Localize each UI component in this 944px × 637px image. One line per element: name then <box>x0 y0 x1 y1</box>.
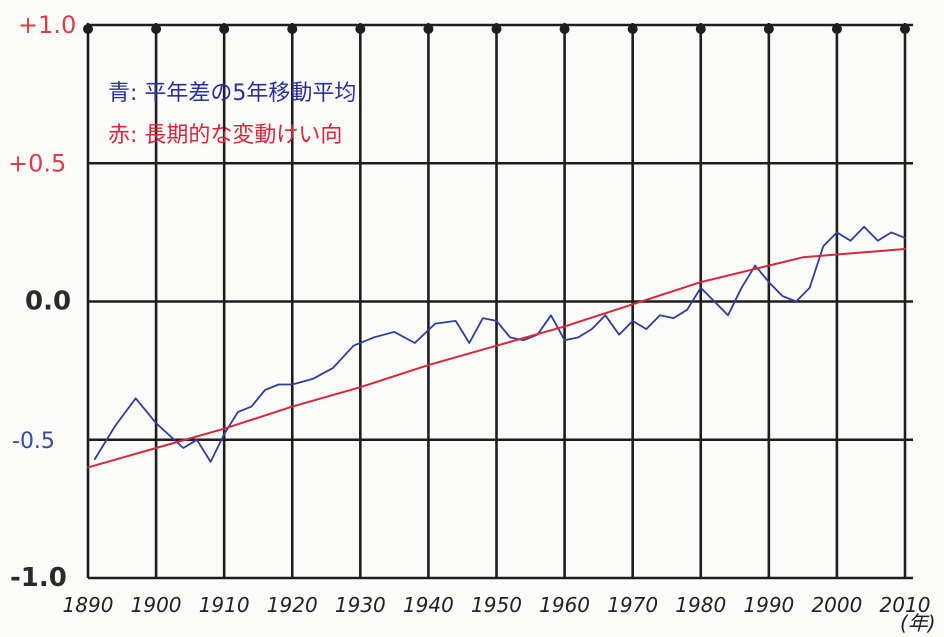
vgrid-dot <box>559 24 570 34</box>
vgrid-dot <box>355 24 366 34</box>
blue-moving-average-line <box>93 225 906 463</box>
vgrid-dot <box>423 24 434 34</box>
vgrid-dot <box>763 24 774 34</box>
x-tick-label: 1960 <box>539 593 590 617</box>
x-tick-label: 1900 <box>131 593 182 617</box>
x-tick-label: 1920 <box>267 593 318 617</box>
x-tick-label: 1940 <box>403 593 454 617</box>
x-tick-label: 2010 <box>880 593 931 617</box>
vgrid-dot <box>491 24 502 34</box>
legend-red-entry: 赤: 長期的な変動けい向 <box>108 123 342 148</box>
x-tick-label: 1910 <box>199 593 250 617</box>
x-tick-label: 1970 <box>607 593 658 617</box>
vgrid-dot <box>627 24 638 34</box>
vgrid-dot <box>695 24 706 34</box>
vgrid-dot <box>831 24 842 34</box>
data-series <box>87 225 906 469</box>
x-tick-label: 1930 <box>335 593 386 617</box>
y-tick-labels: +1.0 +0.5 0.0 -0.5 -1.0 <box>8 11 76 593</box>
x-tick-label: 2000 <box>811 593 862 617</box>
red-trend-line <box>87 248 906 469</box>
y-tick-label: 0.0 <box>25 287 71 317</box>
vgrid-dot <box>287 24 298 34</box>
vgrid-dot <box>151 24 162 34</box>
vgrid-dot <box>900 24 910 34</box>
vgrid-dot <box>219 24 230 34</box>
y-tick-label: -1.0 <box>10 563 67 593</box>
y-tick-label: -0.5 <box>12 429 55 454</box>
x-tick-label: 1990 <box>743 593 794 617</box>
vgrid-dot <box>83 24 93 34</box>
y-tick-label: +0.5 <box>8 149 66 177</box>
x-tick-label: 1890 <box>63 593 114 617</box>
x-tick-label: 1980 <box>675 593 726 617</box>
grid-lines <box>83 23 913 580</box>
y-tick-label: +1.0 <box>18 11 76 39</box>
legend-blue-entry: 青: 平年差の5年移動平均 <box>108 81 356 106</box>
legend: 青: 平年差の5年移動平均 赤: 長期的な変動けい向 <box>108 81 356 148</box>
x-axis-unit-label: (年) <box>900 611 936 635</box>
x-tick-label: 1950 <box>471 593 522 617</box>
x-tick-labels: 1890 1900 1910 1920 1930 1940 1950 1960 1970 1980… <box>63 593 931 617</box>
